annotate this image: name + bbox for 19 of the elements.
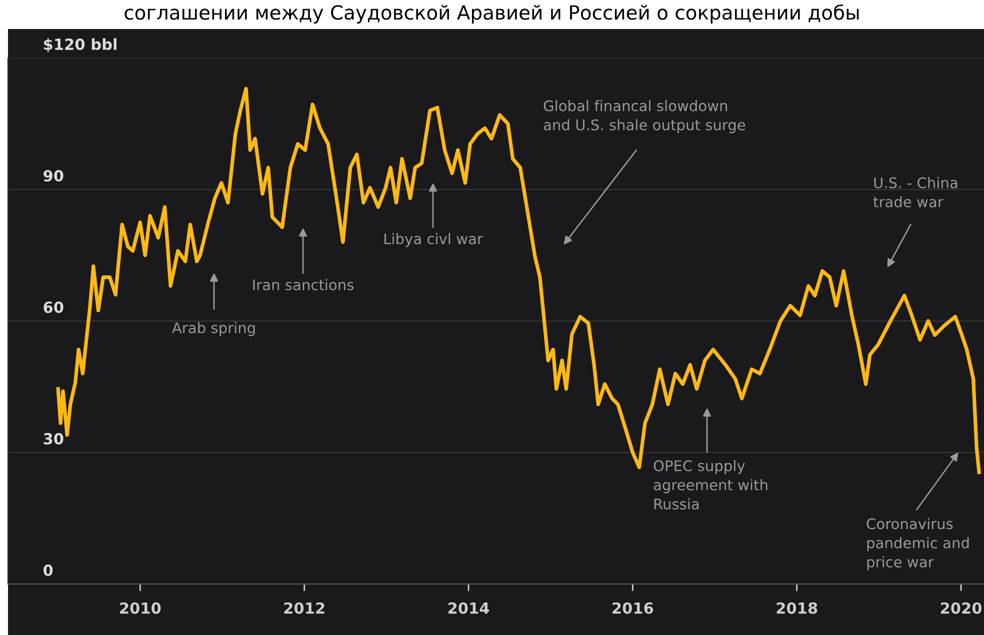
y-tick-label: 90 [44,170,64,182]
annotation: U.S. - China trade war [873,177,958,208]
x-tick-label: 2018 [776,602,818,614]
annotation: Arab spring [172,322,255,336]
x-tick-label: 2012 [284,602,324,614]
y-tick-label: $120 bbl [44,38,116,52]
annotation: Global financal slowdown and U.S. shale output surge [544,100,746,134]
x-tick-label: 2016 [612,602,654,614]
annotation: OPEC supply agreement with Russia [654,460,768,510]
y-tick-label: 0 [44,564,53,576]
annotation: Iran sanctions [253,279,354,290]
x-tick-label: 2014 [448,602,490,614]
x-tick-label: 2020 [940,602,982,614]
annotation: Libya civl war [384,233,483,248]
annotation: Coronavirus pandemic and price war [866,518,969,570]
y-tick-label: 30 [44,432,64,445]
chart-title: соглашении между Саудовской Аравией и Россией о сокращении добы [124,4,859,24]
y-tick-label: 60 [44,301,64,314]
x-tick-label: 2010 [120,602,161,614]
